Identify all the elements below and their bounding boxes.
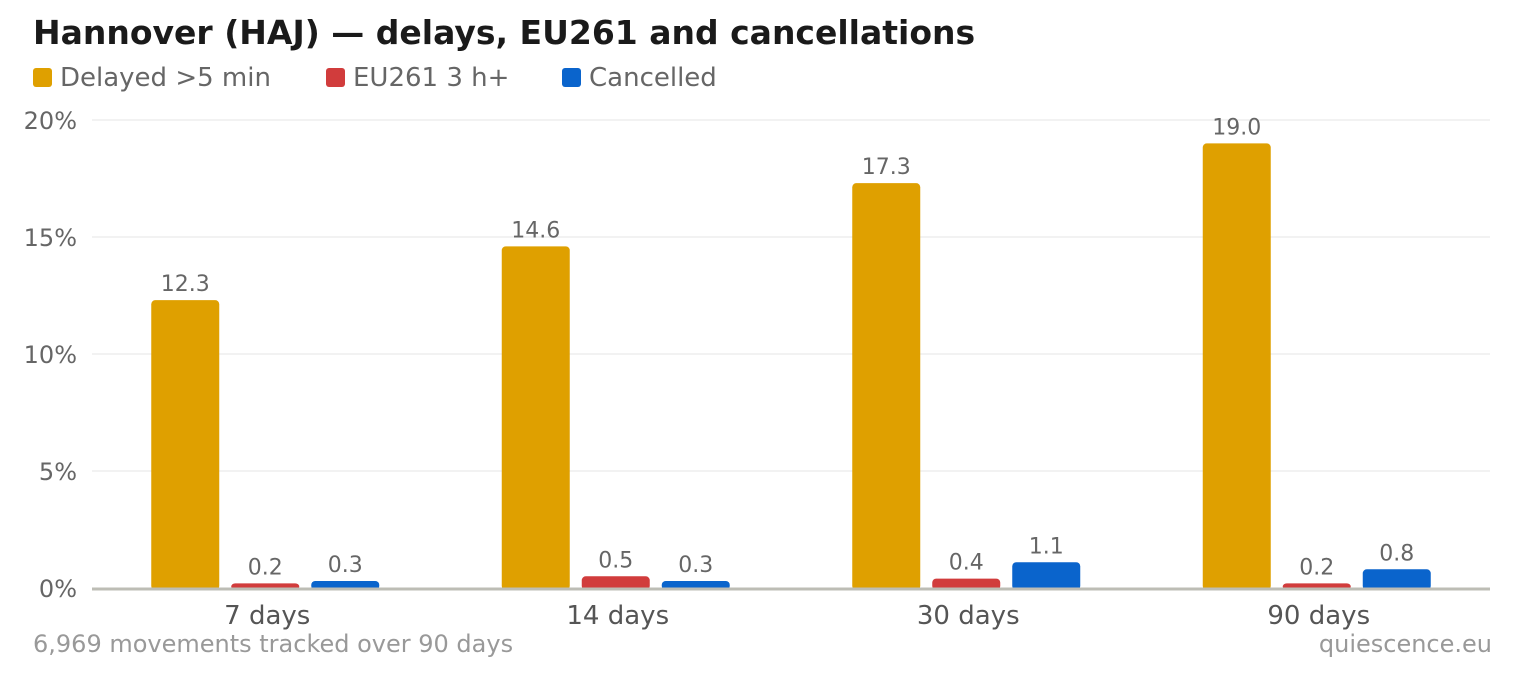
legend-swatch [562, 68, 581, 87]
chart-title: Hannover (HAJ) — delays, EU261 and cance… [33, 13, 975, 52]
x-tick-label: 14 days [566, 601, 669, 631]
data-label: 0.3 [678, 553, 713, 578]
bar [581, 576, 650, 590]
y-tick-label: 10% [24, 341, 77, 369]
data-labels: 12.3 0.2 0.3 14.6 0.5 0.3 17.3 0.4 1.1 19.0 0.2 0.8 [161, 115, 1414, 580]
bars [151, 143, 1431, 591]
x-tick-label: 30 days [917, 601, 1020, 631]
legend-label: EU261 3 h+ [353, 63, 509, 93]
legend-swatch [33, 68, 52, 87]
data-label: 0.5 [598, 548, 633, 573]
legend-label: Cancelled [589, 63, 717, 93]
gridlines [92, 119, 1490, 472]
legend-item: Delayed >5 min [33, 63, 271, 93]
data-label: 0.3 [328, 553, 363, 578]
bar [932, 578, 1001, 590]
data-label: 19.0 [1212, 115, 1261, 140]
data-label: 0.8 [1379, 541, 1414, 566]
x-axis-categories: 7 days 14 days 30 days 90 days [224, 601, 1370, 631]
legend-swatch [326, 68, 345, 87]
bar [852, 183, 921, 590]
footer-source: quiescence.eu [1319, 630, 1492, 658]
legend-item: Cancelled [562, 63, 717, 93]
y-tick-label: 5% [39, 458, 77, 486]
data-label: 17.3 [862, 155, 911, 180]
bar [1362, 569, 1431, 590]
data-label: 14.6 [511, 218, 560, 243]
legend-item: EU261 3 h+ [326, 63, 509, 93]
x-tick-label: 7 days [224, 601, 310, 631]
bar [1012, 562, 1081, 590]
y-tick-label: 0% [39, 575, 77, 603]
bar [501, 246, 570, 591]
data-label: 0.2 [248, 555, 283, 580]
data-label: 1.1 [1029, 534, 1064, 559]
y-tick-label: 20% [24, 107, 77, 135]
y-axis-ticks: 0% 5% 10% 15% 20% [24, 107, 77, 603]
footer-note: 6,969 movements tracked over 90 days [33, 630, 513, 658]
bar [151, 300, 220, 590]
bar [1202, 143, 1271, 590]
x-tick-label: 90 days [1267, 601, 1370, 631]
legend: Delayed >5 min EU261 3 h+ Cancelled [33, 63, 717, 93]
data-label: 0.4 [949, 551, 984, 576]
data-label: 12.3 [161, 272, 210, 297]
legend-label: Delayed >5 min [60, 63, 271, 93]
y-tick-label: 15% [24, 224, 77, 252]
data-label: 0.2 [1299, 555, 1334, 580]
